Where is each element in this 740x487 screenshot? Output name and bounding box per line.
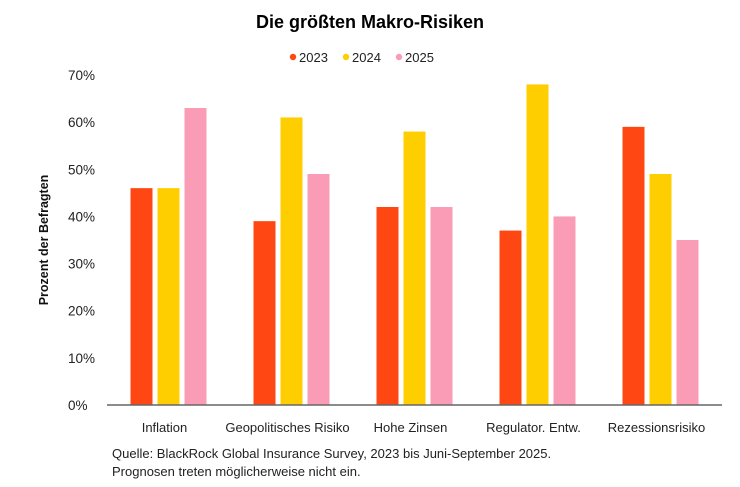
bar-2025-4 <box>676 240 699 405</box>
bar-2024-2 <box>403 131 426 406</box>
y-tick-label: 40% <box>68 209 95 224</box>
bar-2023-1 <box>253 221 276 405</box>
x-tick-label: Inflation <box>142 420 188 435</box>
bar-2025-2 <box>430 207 453 405</box>
y-tick-label: 30% <box>68 257 95 272</box>
legend-label: 2024 <box>352 50 381 65</box>
bar-2023-2 <box>376 207 399 405</box>
x-tick-label: Hohe Zinsen <box>374 420 448 435</box>
source-line: Quelle: BlackRock Global Insurance Surve… <box>112 446 552 461</box>
bars <box>130 84 699 406</box>
x-tick-label: Rezessionsrisiko <box>608 420 706 435</box>
source-note: Quelle: BlackRock Global Insurance Surve… <box>112 445 551 481</box>
disclaimer-line: Prognosen treten möglicherweise nicht ei… <box>112 464 361 479</box>
y-axis: 0% 10% 20% 30% 40% 50% 60% 70% <box>68 68 95 413</box>
chart-title: Die größten Makro-Risiken <box>256 12 484 32</box>
bar-2024-1 <box>280 117 303 405</box>
bar-2025-0 <box>184 108 207 405</box>
x-axis: Inflation Geopolitisches Risiko Hohe Zinse… <box>142 420 706 435</box>
bar-2025-1 <box>307 174 330 405</box>
y-tick-label: 0% <box>68 398 88 413</box>
bar-2023-4 <box>622 126 645 405</box>
legend-marker-2025 <box>395 53 403 61</box>
legend-marker-2024 <box>342 53 350 61</box>
bar-2023-3 <box>499 230 522 405</box>
x-tick-label: Geopolitisches Risiko <box>225 420 349 435</box>
bar-2025-3 <box>553 216 576 405</box>
legend-label: 2025 <box>405 50 434 65</box>
y-axis-label: Prozent der Befragten <box>37 175 51 306</box>
y-tick-label: 70% <box>68 68 95 83</box>
x-tick-label: Regulator. Entw. <box>486 420 581 435</box>
legend-marker-2023 <box>289 53 297 61</box>
bar-2024-0 <box>157 188 180 405</box>
bar-2024-4 <box>649 174 672 405</box>
y-tick-label: 20% <box>68 304 95 319</box>
bar-2023-0 <box>130 188 153 405</box>
bar-2024-3 <box>526 84 549 405</box>
y-tick-label: 10% <box>68 351 95 366</box>
y-tick-label: 60% <box>68 115 95 130</box>
legend: 2023 2024 2025 <box>289 50 434 65</box>
y-tick-label: 50% <box>68 162 95 177</box>
legend-label: 2023 <box>299 50 328 65</box>
